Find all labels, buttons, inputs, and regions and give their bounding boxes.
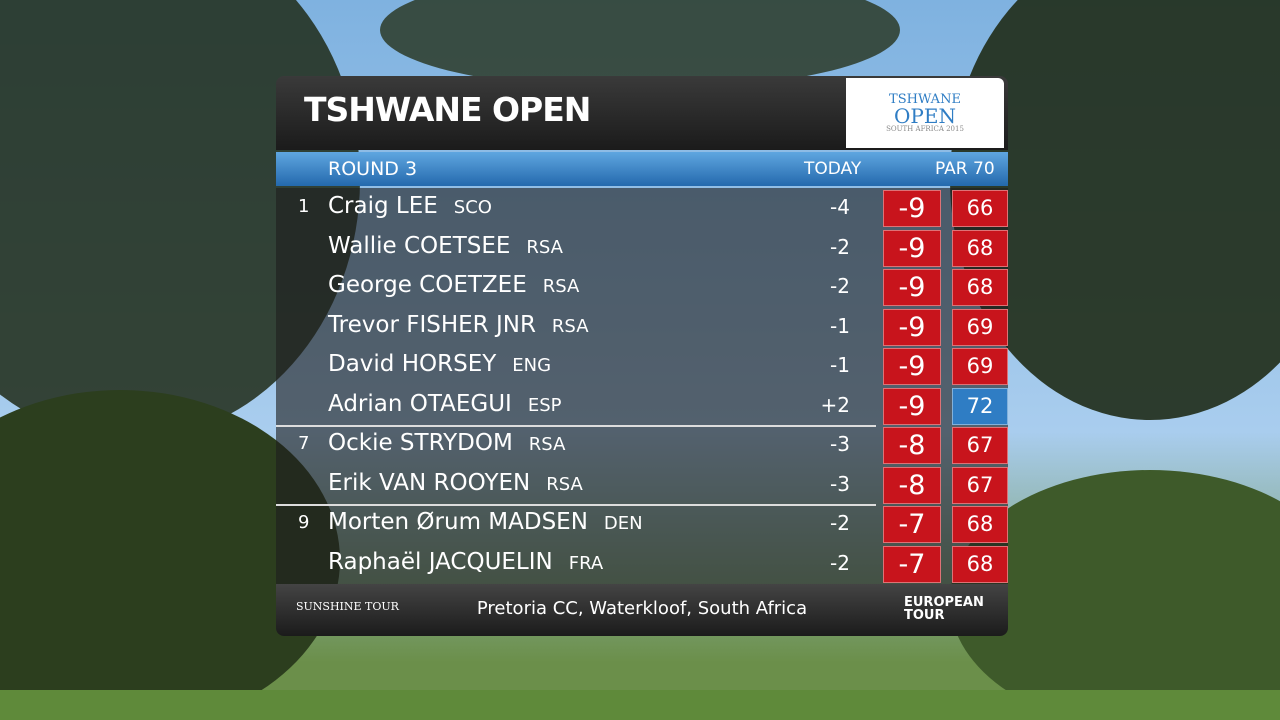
player-country: ENG — [512, 355, 552, 376]
total-score: -7 — [883, 506, 941, 543]
player: Adrian OTAEGUI ESP — [328, 391, 562, 417]
player: Trevor FISHER JNR RSA — [328, 312, 589, 338]
player: George COETZEE RSA — [328, 272, 579, 298]
total-score: -8 — [883, 427, 941, 464]
player-country: SCO — [453, 197, 492, 218]
player-country: RSA — [542, 276, 580, 297]
title: TSHWANE OPEN — [304, 90, 591, 129]
total-score: -7 — [883, 545, 941, 583]
today-header: TODAY — [804, 159, 862, 179]
position: 9 — [298, 512, 310, 533]
leaderboard-row: Trevor FISHER JNR RSA -1 -9 69 — [276, 307, 1008, 346]
logo-text: TSHWANE — [889, 92, 961, 107]
round-score: 68 — [952, 506, 1008, 543]
today-score: -3 — [830, 432, 850, 456]
player-name: Erik VAN ROOYEN — [328, 469, 531, 496]
player: Morten Ørum MADSEN DEN — [328, 509, 643, 535]
leaderboard-row: 9 Morten Ørum MADSEN DEN -2 -7 68 — [276, 504, 1008, 543]
leaderboard-row: David HORSEY ENG -1 -9 69 — [276, 346, 1008, 385]
rows: 1 Craig LEE SCO -4 -9 66 Wallie COETSEE RSA -2 -9… — [276, 188, 1008, 584]
player-name: Ockie STRYDOM — [328, 430, 513, 456]
player-name: Adrian OTAEGUI — [328, 390, 512, 417]
today-score: -4 — [830, 195, 850, 219]
today-score: -1 — [830, 353, 850, 377]
round-score: 67 — [952, 427, 1008, 464]
player-name: Wallie COETSEE — [328, 232, 511, 259]
round-label: ROUND 3 — [328, 158, 418, 180]
round-score: 67 — [952, 466, 1008, 504]
leaderboard: TSHWANE OPEN TSHWANE OPEN SOUTH AFRICA 2… — [276, 76, 1008, 636]
player-name: Morten Ørum MADSEN — [328, 509, 588, 535]
leaderboard-row: Raphaël JACQUELIN FRA -2 -7 68 — [276, 544, 1008, 583]
player-country: FRA — [568, 552, 604, 574]
today-score: -2 — [830, 274, 850, 298]
title-bar: TSHWANE OPEN TSHWANE OPEN SOUTH AFRICA 2… — [276, 76, 1008, 150]
player: Craig LEE SCO — [328, 193, 492, 219]
divider — [276, 504, 876, 506]
divider — [276, 425, 876, 427]
leaderboard-row: Adrian OTAEGUI ESP +2 -9 72 — [276, 386, 1008, 425]
european-tour-logo: EUROPEAN TOUR — [904, 595, 984, 623]
leaderboard-row: 7 Ockie STRYDOM RSA -3 -8 67 — [276, 425, 1008, 464]
player-country: RSA — [526, 236, 563, 258]
sunshine-tour-logo: SUNSHINE TOUR — [296, 600, 399, 613]
event-logo: TSHWANE OPEN SOUTH AFRICA 2015 — [846, 78, 1004, 148]
round-score: 66 — [952, 190, 1008, 227]
position: 7 — [298, 433, 310, 454]
position: 1 — [298, 196, 310, 217]
leaderboard-row: 1 Craig LEE SCO -4 -9 66 — [276, 188, 1008, 227]
player-name: David HORSEY — [328, 351, 497, 377]
today-score: -3 — [830, 471, 850, 496]
footer: SUNSHINE TOUR Pretoria CC, Waterkloof, S… — [276, 584, 1008, 636]
player-country: RSA — [551, 315, 589, 337]
round-score: 68 — [952, 545, 1008, 583]
player: Ockie STRYDOM RSA — [328, 430, 565, 456]
player-name: Trevor FISHER JNR — [328, 311, 536, 338]
leaderboard-row: Erik VAN ROOYEN RSA -3 -8 67 — [276, 465, 1008, 504]
player-name: Craig LEE — [328, 193, 438, 219]
today-score: +2 — [820, 392, 850, 417]
total-score: -9 — [883, 308, 941, 346]
player: Raphaël JACQUELIN FRA — [328, 549, 603, 575]
total-score: -8 — [883, 466, 941, 504]
total-score: -9 — [883, 190, 941, 227]
round-score: 72 — [952, 387, 1008, 425]
round-score: 69 — [952, 308, 1008, 346]
par-header: PAR 70 — [935, 159, 995, 179]
total-score: -9 — [883, 269, 941, 306]
round-score: 68 — [952, 229, 1008, 267]
player-country: DEN — [603, 513, 643, 534]
today-score: -2 — [830, 511, 850, 535]
total-score: -9 — [883, 348, 941, 385]
total-score: -9 — [883, 229, 941, 267]
player-country: RSA — [546, 473, 583, 495]
logo-text: OPEN — [894, 104, 956, 128]
venue: Pretoria CC, Waterkloof, South Africa — [476, 598, 808, 619]
round-score: 69 — [952, 348, 1008, 385]
leaderboard-row: George COETZEE RSA -2 -9 68 — [276, 267, 1008, 306]
player: Wallie COETSEE RSA — [328, 233, 563, 259]
player: David HORSEY ENG — [328, 351, 551, 377]
round-bar: ROUND 3 TODAY PAR 70 — [276, 152, 1008, 186]
today-score: -1 — [830, 313, 850, 338]
player-name: George COETZEE — [328, 272, 527, 298]
today-score: -2 — [830, 550, 850, 575]
round-score: 68 — [952, 269, 1008, 306]
total-score: -9 — [883, 387, 941, 425]
player-country: RSA — [528, 434, 566, 455]
today-score: -2 — [830, 234, 850, 259]
leaderboard-row: Wallie COETSEE RSA -2 -9 68 — [276, 228, 1008, 267]
logo-text: SOUTH AFRICA 2015 — [886, 125, 964, 133]
player-name: Raphaël JACQUELIN — [328, 548, 553, 575]
player-country: ESP — [527, 394, 562, 416]
player: Erik VAN ROOYEN RSA — [328, 470, 583, 496]
